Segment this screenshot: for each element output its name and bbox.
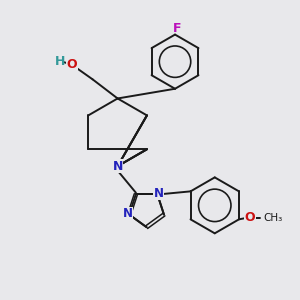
Text: N: N [123, 208, 133, 220]
Text: O: O [245, 212, 256, 224]
Text: H: H [54, 55, 65, 68]
Text: F: F [173, 22, 182, 34]
Text: CH₃: CH₃ [263, 213, 283, 223]
Text: N: N [112, 160, 123, 173]
Text: N: N [154, 187, 164, 200]
Text: O: O [67, 58, 77, 71]
